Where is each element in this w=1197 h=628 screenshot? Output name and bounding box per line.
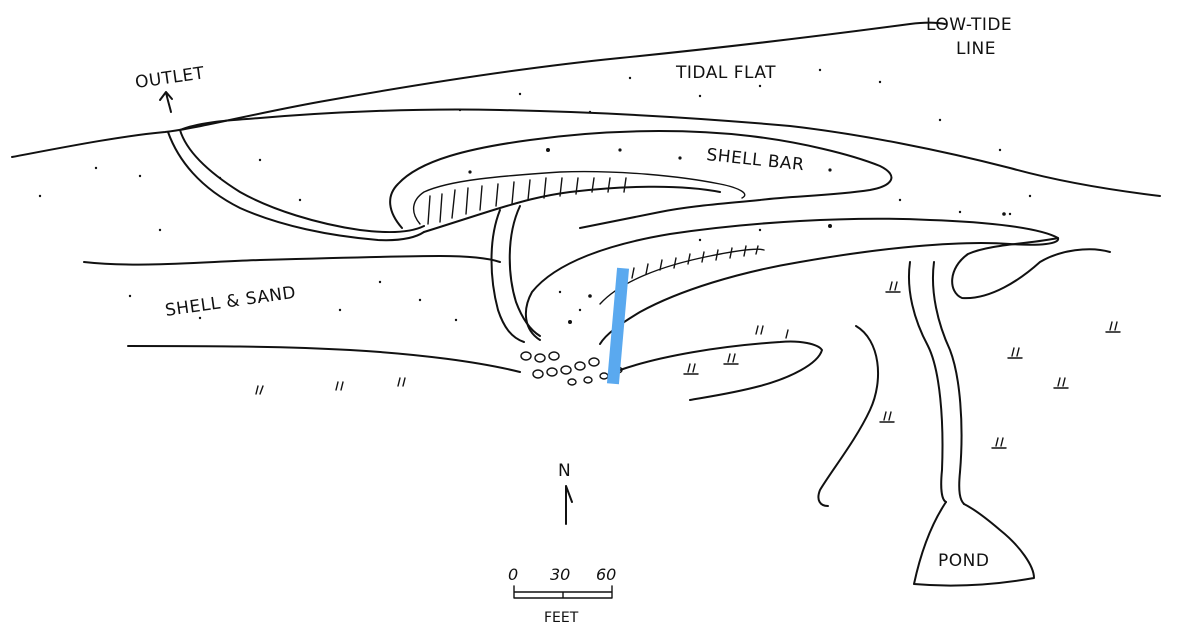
shell-bar-inner-edge [413,170,746,225]
scale-unit: FEET [544,610,579,626]
inner-channel-stem [490,209,525,343]
label-low-tide-line: LINE [956,39,996,59]
inner-channel-north-bank [423,185,721,233]
pond-channel-east [931,261,965,505]
low-tide-shoreline [11,21,946,158]
label-shell-bar: SHELL BAR [705,145,805,175]
shell-sand-north-edge [83,255,501,266]
sand-stipple [38,68,1032,324]
inner-channel-stem-east [508,205,541,337]
shell-sand-south-edge [127,345,521,373]
shell-bar-scarp [427,177,627,225]
label-north: N [558,461,571,481]
pond-channel-west [907,261,947,503]
scale-tick-0: 0 [508,565,518,584]
transect-bar [606,267,630,385]
outlet-mouth [179,108,1161,197]
cobble-cluster [520,351,623,386]
outlet-channel-east-bank [179,129,425,234]
marsh-grass-tufts [255,281,1121,449]
label-shell-and-sand: SHELL & SAND [164,283,297,321]
label-outlet: OUTLET [134,63,206,93]
label-low-tide: LOW-TIDE [926,15,1012,35]
scale-bar [513,585,613,599]
spit-scarp [631,245,759,279]
spit-outline [524,217,1059,345]
marsh-edge-west [817,325,880,507]
north-arrow-icon [565,485,573,525]
label-tidal-flat: TIDAL FLAT [675,63,776,83]
shell-bar-outline [389,130,893,229]
east-lobe [951,237,1111,300]
pond-outline [913,501,1035,587]
outlet-arrow-icon [159,91,173,113]
lower-marsh-arc [619,340,823,401]
label-pond: POND [938,551,989,571]
outlet-channel-west-bank [167,131,425,242]
scale-tick-60: 60 [596,565,616,584]
scale-tick-30: 30 [550,565,570,584]
